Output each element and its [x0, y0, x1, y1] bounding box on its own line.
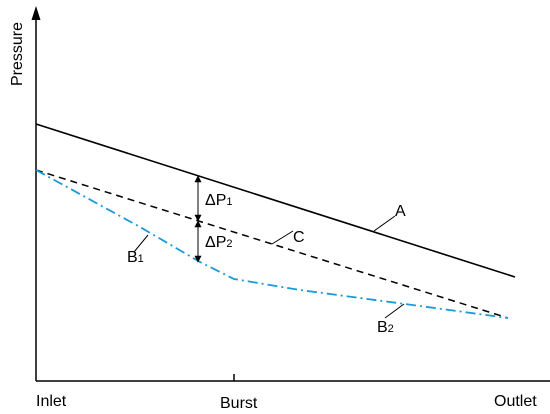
dp2-label-main: ΔP — [205, 234, 226, 251]
x-tick-burst: Burst — [220, 395, 258, 412]
dp2-label-sub: 2 — [226, 238, 232, 250]
curve-a-line — [35, 123, 516, 278]
axes — [31, 6, 550, 382]
curve-a-label: A — [395, 203, 406, 220]
x-tick-inlet: Inlet — [36, 393, 67, 410]
x-tick-outlet: Outlet — [494, 393, 537, 410]
curve-b2-label-main: B — [377, 319, 388, 336]
curve-c-label: C — [293, 229, 305, 246]
dp1-label: ΔP1 — [205, 192, 232, 209]
curve-b1-leader — [133, 234, 149, 253]
curve-b2-leader — [384, 303, 405, 319]
curve-c-line — [35, 169, 509, 319]
y-axis-arrowhead — [31, 6, 41, 20]
dp1-label-main: ΔP — [205, 192, 226, 209]
dp1-label-sub: 1 — [226, 196, 232, 208]
curve-a-leader — [373, 215, 396, 232]
curve-b2-label-sub: 2 — [388, 323, 394, 335]
curve-b1-label-main: B — [127, 249, 138, 266]
curve-b1-label-sub: 1 — [138, 253, 144, 265]
curve-b-line — [35, 169, 509, 319]
curve-c-leader — [271, 230, 294, 245]
curve-b2-label: B2 — [377, 319, 394, 336]
curve-b1-label: B1 — [127, 249, 144, 266]
dp2-label: ΔP2 — [205, 234, 232, 251]
y-axis-label: Pressure — [9, 22, 26, 86]
